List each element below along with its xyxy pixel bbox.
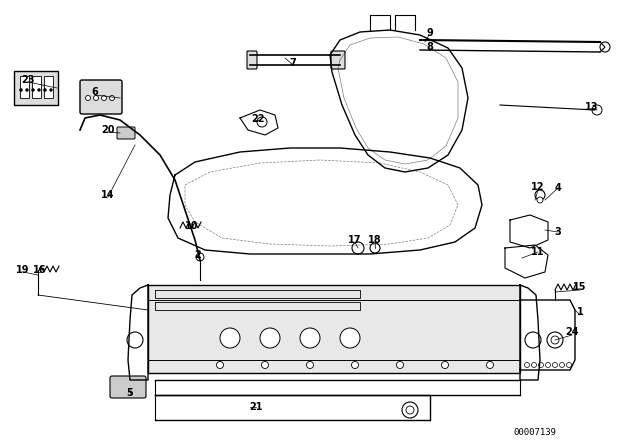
Text: 4: 4 xyxy=(555,183,561,193)
FancyBboxPatch shape xyxy=(247,51,257,69)
Circle shape xyxy=(93,95,99,100)
Circle shape xyxy=(559,362,564,367)
Bar xyxy=(20,76,29,98)
Text: 23: 23 xyxy=(21,75,35,85)
Circle shape xyxy=(551,336,559,344)
Circle shape xyxy=(538,362,543,367)
Text: 15: 15 xyxy=(573,282,587,292)
Circle shape xyxy=(220,328,240,348)
Circle shape xyxy=(552,362,557,367)
Text: 12: 12 xyxy=(531,182,545,192)
Circle shape xyxy=(545,362,550,367)
Circle shape xyxy=(300,328,320,348)
Circle shape xyxy=(531,362,536,367)
Circle shape xyxy=(257,117,267,127)
Circle shape xyxy=(196,253,204,261)
Circle shape xyxy=(397,362,403,369)
Circle shape xyxy=(486,362,493,369)
Text: 20: 20 xyxy=(101,125,115,135)
FancyBboxPatch shape xyxy=(110,376,146,398)
Text: 7: 7 xyxy=(290,58,296,68)
Text: 10: 10 xyxy=(185,221,199,231)
Bar xyxy=(44,76,53,98)
Circle shape xyxy=(537,197,543,203)
Text: 22: 22 xyxy=(252,114,265,124)
Circle shape xyxy=(352,242,364,254)
Text: 6: 6 xyxy=(92,87,99,97)
Text: 5: 5 xyxy=(127,388,133,398)
FancyBboxPatch shape xyxy=(80,80,122,114)
Text: 8: 8 xyxy=(427,42,433,52)
FancyBboxPatch shape xyxy=(14,71,58,105)
Text: 13: 13 xyxy=(585,102,599,112)
FancyBboxPatch shape xyxy=(331,51,345,69)
Circle shape xyxy=(525,362,529,367)
Circle shape xyxy=(525,332,541,348)
Circle shape xyxy=(216,362,223,369)
Bar xyxy=(32,76,41,98)
Circle shape xyxy=(370,243,380,253)
Circle shape xyxy=(26,89,29,91)
Circle shape xyxy=(547,332,563,348)
Circle shape xyxy=(109,95,115,100)
Text: 19: 19 xyxy=(16,265,29,275)
Circle shape xyxy=(566,362,572,367)
Bar xyxy=(148,285,520,373)
Circle shape xyxy=(262,362,269,369)
Circle shape xyxy=(406,406,414,414)
Circle shape xyxy=(127,332,143,348)
Text: 1: 1 xyxy=(577,307,584,317)
Circle shape xyxy=(38,89,40,91)
Circle shape xyxy=(535,190,545,200)
Text: 18: 18 xyxy=(368,235,382,245)
Text: 3: 3 xyxy=(555,227,561,237)
FancyBboxPatch shape xyxy=(117,127,135,139)
Circle shape xyxy=(351,362,358,369)
Circle shape xyxy=(260,328,280,348)
Circle shape xyxy=(600,42,610,52)
Text: 21: 21 xyxy=(249,402,263,412)
Circle shape xyxy=(592,105,602,115)
Text: 9: 9 xyxy=(427,28,433,38)
Text: 14: 14 xyxy=(101,190,115,200)
Circle shape xyxy=(86,95,90,100)
Circle shape xyxy=(442,362,449,369)
Text: 16: 16 xyxy=(33,265,47,275)
Circle shape xyxy=(49,89,52,91)
Text: 00007139: 00007139 xyxy=(513,427,557,436)
Circle shape xyxy=(402,402,418,418)
Text: 2: 2 xyxy=(195,250,202,260)
Text: 24: 24 xyxy=(565,327,579,337)
Circle shape xyxy=(31,89,35,91)
Text: 11: 11 xyxy=(531,247,545,257)
Circle shape xyxy=(19,89,22,91)
Circle shape xyxy=(102,95,106,100)
Circle shape xyxy=(307,362,314,369)
Text: 17: 17 xyxy=(348,235,362,245)
Circle shape xyxy=(340,328,360,348)
Circle shape xyxy=(44,89,47,91)
